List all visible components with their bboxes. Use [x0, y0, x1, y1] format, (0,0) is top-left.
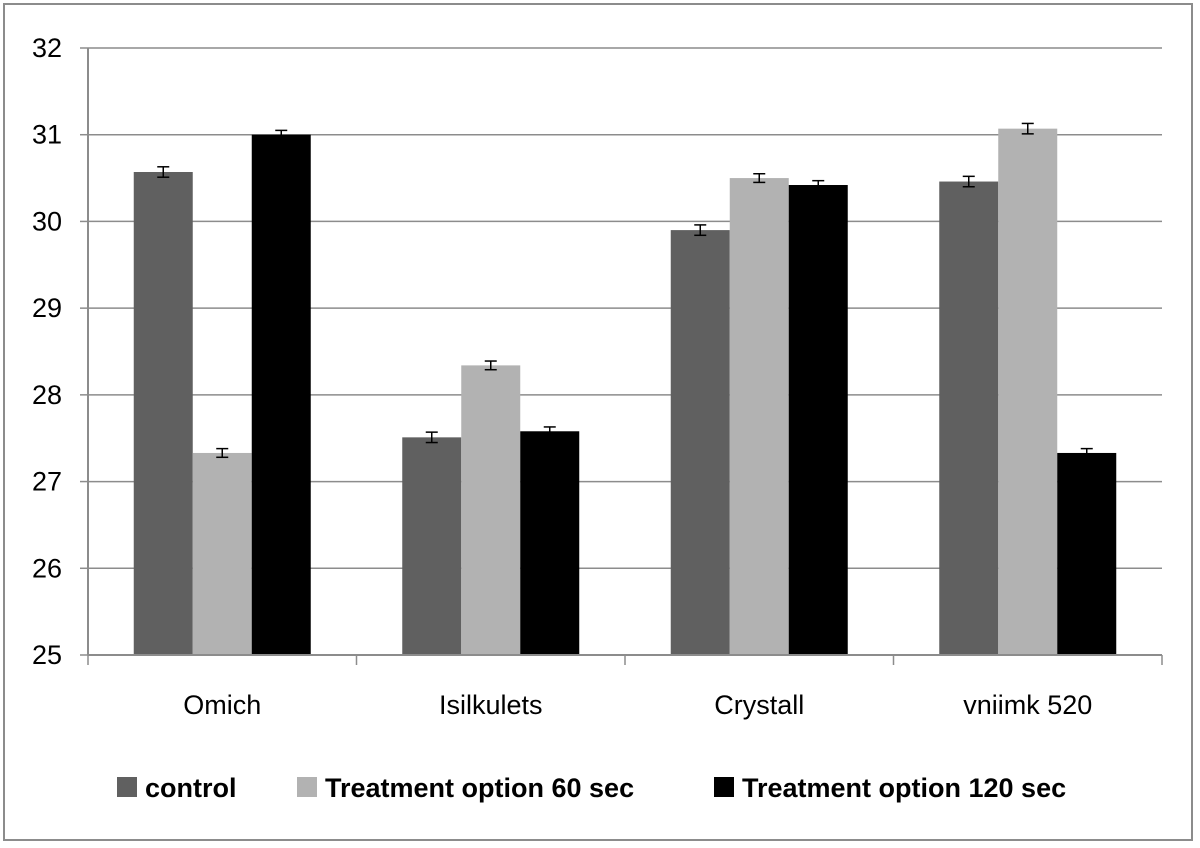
legend-swatch	[117, 777, 137, 797]
x-tick-label: Omich	[183, 690, 261, 720]
bar	[729, 178, 789, 656]
legend-label: control	[145, 773, 237, 803]
bar	[133, 172, 193, 655]
bar	[998, 128, 1058, 655]
y-tick-label: 31	[32, 120, 62, 150]
bar	[251, 134, 311, 655]
legend-swatch	[714, 777, 734, 797]
bar	[670, 230, 730, 655]
legend-swatch	[297, 777, 317, 797]
y-tick-label: 28	[32, 380, 62, 410]
y-tick-label: 29	[32, 293, 62, 323]
bar	[520, 431, 580, 655]
legend-label: Treatment option 60 sec	[325, 773, 634, 803]
x-tick-labels: Omich Isilkulets Crystall vniimk 520	[183, 690, 1092, 720]
bar	[1057, 452, 1117, 655]
axes	[80, 47, 1163, 665]
x-tick-label: Isilkulets	[439, 690, 543, 720]
bars	[133, 122, 1117, 656]
bar	[402, 437, 462, 655]
y-tick-label: 26	[32, 553, 62, 583]
bar	[939, 181, 999, 656]
y-tick-labels: 25 26 27 28 29 30 31 32	[32, 33, 62, 670]
y-tick-label: 27	[32, 467, 62, 497]
x-tick-label: Crystall	[714, 690, 804, 720]
bar	[461, 365, 521, 655]
y-tick-label: 25	[32, 640, 62, 670]
bar	[192, 452, 252, 655]
y-tick-label: 32	[32, 33, 62, 63]
y-tick-label: 30	[32, 206, 62, 236]
bar	[788, 185, 848, 655]
legend: control Treatment option 60 sec Treatment …	[117, 773, 1066, 803]
legend-label: Treatment option 120 sec	[742, 773, 1066, 803]
x-tick-label: vniimk 520	[963, 690, 1092, 720]
